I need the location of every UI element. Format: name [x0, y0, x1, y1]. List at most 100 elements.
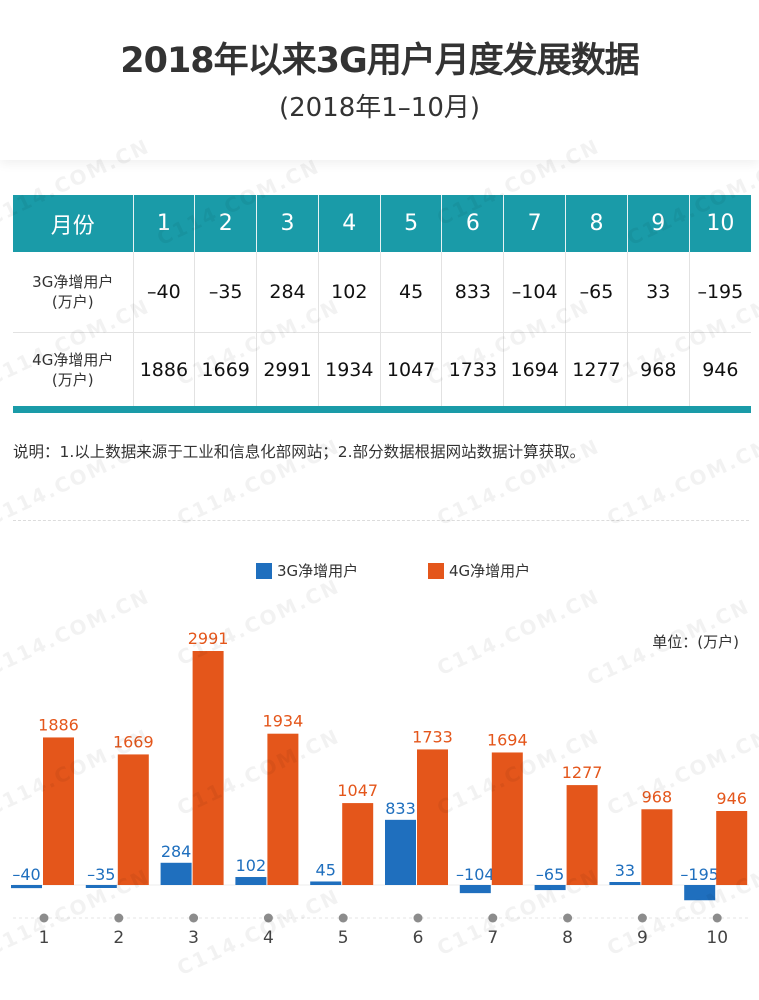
table-cell: 946 — [688, 332, 751, 413]
legend-swatch-4g — [428, 562, 444, 579]
x-tick-label: 3 — [188, 928, 199, 948]
month-cell: 4 — [317, 195, 381, 252]
table-cell: 1669 — [194, 332, 257, 413]
footnote: 说明：1.以上数据来源于工业和信息化部网站；2.部分数据根据网站数据计算获取。 — [13, 443, 586, 461]
unit-label: 单位：(万户) — [652, 633, 739, 651]
axis-dot — [637, 913, 647, 923]
bar-4g — [417, 749, 448, 885]
table-cell: 1886 — [132, 332, 195, 413]
data-label-4g: 968 — [642, 787, 673, 806]
watermark: C114.COM.CN — [603, 433, 759, 531]
month-header: 月份 — [13, 195, 133, 252]
x-tick-label: 7 — [487, 928, 498, 948]
bar-3g — [385, 819, 416, 885]
table-cell: 102 — [317, 252, 381, 333]
data-label-4g: 1886 — [38, 715, 79, 734]
table-header-row: 月份 1 2 3 4 5 6 7 8 9 10 — [13, 195, 751, 252]
data-label-3g: 833 — [385, 799, 416, 818]
legend-item-3g: 3G净增用户 — [256, 560, 358, 581]
month-cell: 9 — [626, 195, 690, 252]
bar-3g — [85, 885, 117, 888]
data-label-4g: 1277 — [562, 763, 603, 782]
table-cell: –104 — [503, 252, 566, 333]
data-table: 月份 1 2 3 4 5 6 7 8 9 10 3G净增用户 (万户) –40 –… — [13, 195, 751, 413]
table-cell: 284 — [256, 252, 319, 333]
table-cell: –195 — [688, 252, 751, 333]
data-label-3g: –35 — [87, 865, 115, 884]
axis-dot — [563, 913, 573, 923]
axis-dot — [338, 913, 348, 923]
bar-3g — [684, 885, 716, 901]
table-cell: 968 — [626, 332, 690, 413]
bar-4g — [267, 733, 299, 885]
month-cell: 5 — [379, 195, 442, 252]
data-label-3g: –195 — [680, 865, 719, 884]
bar-4g — [716, 810, 748, 885]
legend-label-4g: 4G净增用户 — [449, 562, 531, 580]
month-cell: 10 — [688, 195, 751, 252]
x-tick-label: 2 — [113, 928, 124, 948]
axis-dot — [114, 913, 124, 923]
bar-4g — [117, 754, 149, 885]
bar-3g — [160, 862, 192, 885]
bar-4g — [566, 785, 598, 885]
data-label-3g: 102 — [236, 856, 267, 875]
x-tick-label: 9 — [637, 928, 648, 948]
legend-item-4g: 4G净增用户 — [428, 560, 530, 581]
row-label-4g: 4G净增用户 (万户) — [13, 332, 133, 413]
table-cell: –40 — [132, 252, 195, 333]
bar-4g — [491, 752, 523, 885]
table-cell: 33 — [626, 252, 690, 333]
table-cell: 1733 — [441, 332, 504, 413]
bar-4g — [43, 737, 74, 885]
x-tick-label: 10 — [706, 928, 728, 948]
data-label-3g: –40 — [12, 865, 40, 884]
x-tick-label: 6 — [413, 928, 424, 948]
data-label-4g: 1934 — [263, 712, 304, 731]
data-label-4g: 1047 — [337, 781, 378, 800]
data-label-4g: 2991 — [188, 629, 229, 648]
data-label-4g: 946 — [716, 789, 747, 808]
axis-dot — [263, 913, 273, 923]
legend-label-3g: 3G净增用户 — [277, 562, 359, 580]
header: 2018年以来3G用户月度发展数据 (2018年1–10月) — [0, 0, 759, 160]
divider — [13, 520, 749, 521]
month-cell: 6 — [441, 195, 504, 252]
table-row-4g: 4G净增用户 (万户) 1886 1669 2991 1934 1047 1733… — [13, 332, 751, 413]
page-subtitle: (2018年1–10月) — [278, 93, 481, 123]
bar-4g — [641, 809, 673, 885]
data-label-3g: –104 — [456, 865, 495, 884]
bar-4g — [192, 651, 224, 885]
axis-dot — [413, 913, 423, 923]
table-cell: 1934 — [317, 332, 381, 413]
chart-legend: 3G净增用户 4G净增用户 — [0, 560, 759, 584]
axis-dot — [39, 913, 49, 923]
data-label-3g: –65 — [536, 865, 564, 884]
table-cell: 1277 — [565, 332, 628, 413]
table-cell: –35 — [194, 252, 257, 333]
month-cell: 2 — [194, 195, 257, 252]
page-title: 2018年以来3G用户月度发展数据 — [120, 41, 640, 81]
month-cell: 8 — [565, 195, 628, 252]
x-tick-label: 8 — [562, 928, 573, 948]
bar-3g — [534, 885, 566, 891]
table-cell: –65 — [565, 252, 628, 333]
bar-3g — [235, 877, 267, 885]
row-label-3g: 3G净增用户 (万户) — [13, 252, 133, 333]
table-cell: 45 — [379, 252, 442, 333]
data-label-3g: 33 — [615, 861, 635, 880]
table-cell: 2991 — [256, 332, 319, 413]
table-cell-highlight: 833 — [441, 252, 504, 333]
bar-3g — [11, 885, 42, 889]
axis-dot — [189, 913, 199, 923]
bar-3g — [310, 881, 342, 885]
x-tick-label: 5 — [338, 928, 349, 948]
data-label-3g: 45 — [316, 860, 336, 879]
data-label-4g: 1669 — [113, 732, 154, 751]
data-label-4g: 1733 — [412, 727, 453, 746]
table-cell: 1694 — [503, 332, 566, 413]
month-cell: 7 — [503, 195, 566, 252]
axis-dot — [488, 913, 498, 923]
bar-3g — [609, 882, 641, 885]
month-cell: 1 — [132, 195, 195, 252]
